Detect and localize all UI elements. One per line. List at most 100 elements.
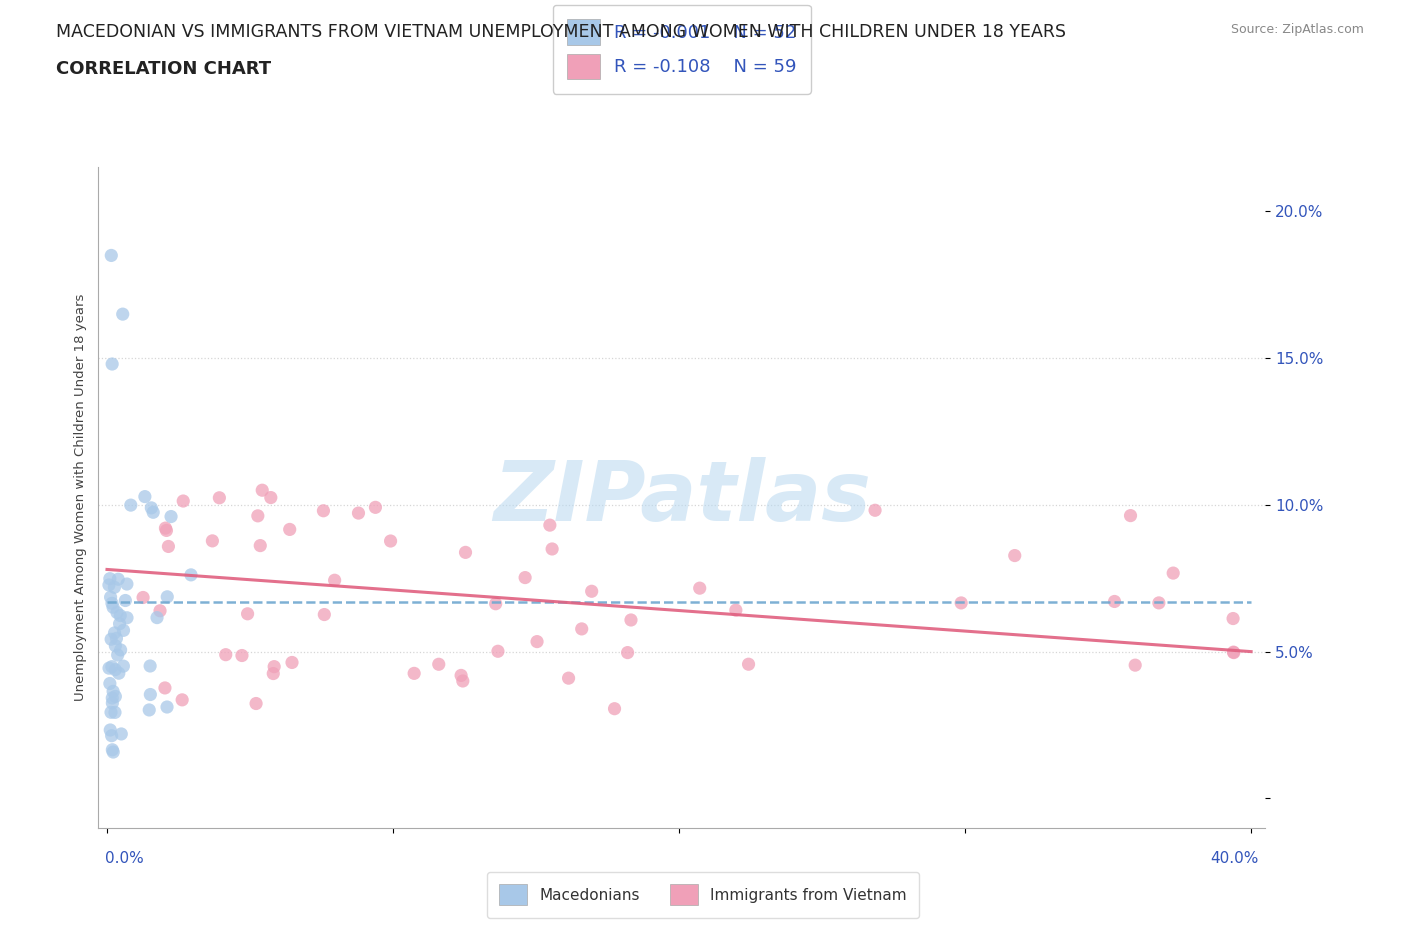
Point: [104, 705, 127, 720]
Point: [104, 638, 127, 653]
Point: [105, 605, 128, 620]
Point: [156, 699, 179, 714]
Point: [114, 593, 136, 608]
Point: [603, 701, 626, 716]
Point: [153, 681, 176, 696]
Point: [172, 494, 194, 509]
Point: [262, 666, 284, 681]
Point: [450, 668, 472, 683]
Point: [246, 509, 269, 524]
Point: [620, 613, 643, 628]
Point: [104, 662, 127, 677]
Point: [454, 545, 477, 560]
Point: [689, 580, 711, 595]
Text: ZIPatlas: ZIPatlas: [494, 457, 870, 538]
Point: [103, 745, 125, 760]
Point: [139, 658, 162, 673]
Point: [380, 534, 402, 549]
Point: [1147, 595, 1170, 610]
Y-axis label: Unemployment Among Women with Children Under 18 years: Unemployment Among Women with Children U…: [75, 294, 87, 701]
Point: [132, 590, 155, 604]
Point: [155, 521, 177, 536]
Point: [231, 648, 253, 663]
Point: [98, 723, 121, 737]
Point: [134, 489, 156, 504]
Point: [557, 671, 579, 685]
Point: [314, 607, 336, 622]
Point: [278, 522, 301, 537]
Point: [105, 631, 128, 645]
Point: [139, 687, 162, 702]
Point: [180, 567, 202, 582]
Point: [160, 509, 183, 524]
Point: [260, 490, 283, 505]
Point: [1223, 645, 1246, 660]
Point: [215, 647, 238, 662]
Point: [98, 660, 121, 675]
Point: [486, 644, 509, 658]
Point: [101, 659, 124, 674]
Point: [146, 610, 169, 625]
Point: [323, 573, 346, 588]
Point: [112, 658, 135, 673]
Point: [236, 606, 259, 621]
Point: [98, 676, 121, 691]
Point: [142, 505, 165, 520]
Point: [141, 500, 163, 515]
Point: [724, 603, 747, 618]
Point: [98, 571, 121, 586]
Point: [513, 570, 536, 585]
Point: [541, 541, 564, 556]
Point: [100, 705, 122, 720]
Point: [201, 534, 224, 549]
Point: [101, 684, 124, 698]
Point: [108, 617, 131, 631]
Point: [571, 621, 593, 636]
Point: [451, 673, 474, 688]
Text: 0.0%: 0.0%: [105, 851, 145, 866]
Point: [103, 626, 125, 641]
Point: [1123, 658, 1146, 672]
Point: [110, 643, 132, 658]
Point: [101, 596, 124, 611]
Point: [737, 657, 759, 671]
Point: [1104, 594, 1126, 609]
Point: [107, 647, 129, 662]
Point: [110, 726, 132, 741]
Point: [1119, 508, 1142, 523]
Point: [538, 518, 561, 533]
Point: [364, 500, 387, 515]
Point: [100, 590, 122, 604]
Point: [110, 608, 132, 623]
Point: [103, 580, 125, 595]
Point: [526, 634, 548, 649]
Point: [107, 572, 129, 587]
Text: Source: ZipAtlas.com: Source: ZipAtlas.com: [1230, 23, 1364, 36]
Text: MACEDONIAN VS IMMIGRANTS FROM VIETNAM UNEMPLOYMENT AMONG WOMEN WITH CHILDREN UND: MACEDONIAN VS IMMIGRANTS FROM VIETNAM UN…: [56, 23, 1066, 41]
Point: [485, 596, 508, 611]
Point: [208, 490, 231, 505]
Point: [1222, 611, 1244, 626]
Legend: Macedonians, Immigrants from Vietnam: Macedonians, Immigrants from Vietnam: [488, 871, 918, 918]
Text: CORRELATION CHART: CORRELATION CHART: [56, 60, 271, 78]
Point: [312, 503, 335, 518]
Point: [427, 657, 450, 671]
Point: [616, 645, 638, 660]
Text: 40.0%: 40.0%: [1211, 851, 1258, 866]
Point: [156, 590, 179, 604]
Point: [950, 595, 973, 610]
Point: [112, 623, 135, 638]
Point: [97, 578, 120, 592]
Point: [157, 539, 180, 554]
Point: [101, 691, 124, 706]
Point: [252, 483, 274, 498]
Point: [263, 659, 285, 674]
Point: [115, 610, 138, 625]
Point: [100, 728, 122, 743]
Point: [104, 689, 127, 704]
Point: [155, 523, 177, 538]
Point: [108, 666, 131, 681]
Point: [101, 742, 124, 757]
Point: [172, 693, 194, 708]
Legend: R = -0.001    N = 52, R = -0.108    N = 59: R = -0.001 N = 52, R = -0.108 N = 59: [553, 5, 811, 94]
